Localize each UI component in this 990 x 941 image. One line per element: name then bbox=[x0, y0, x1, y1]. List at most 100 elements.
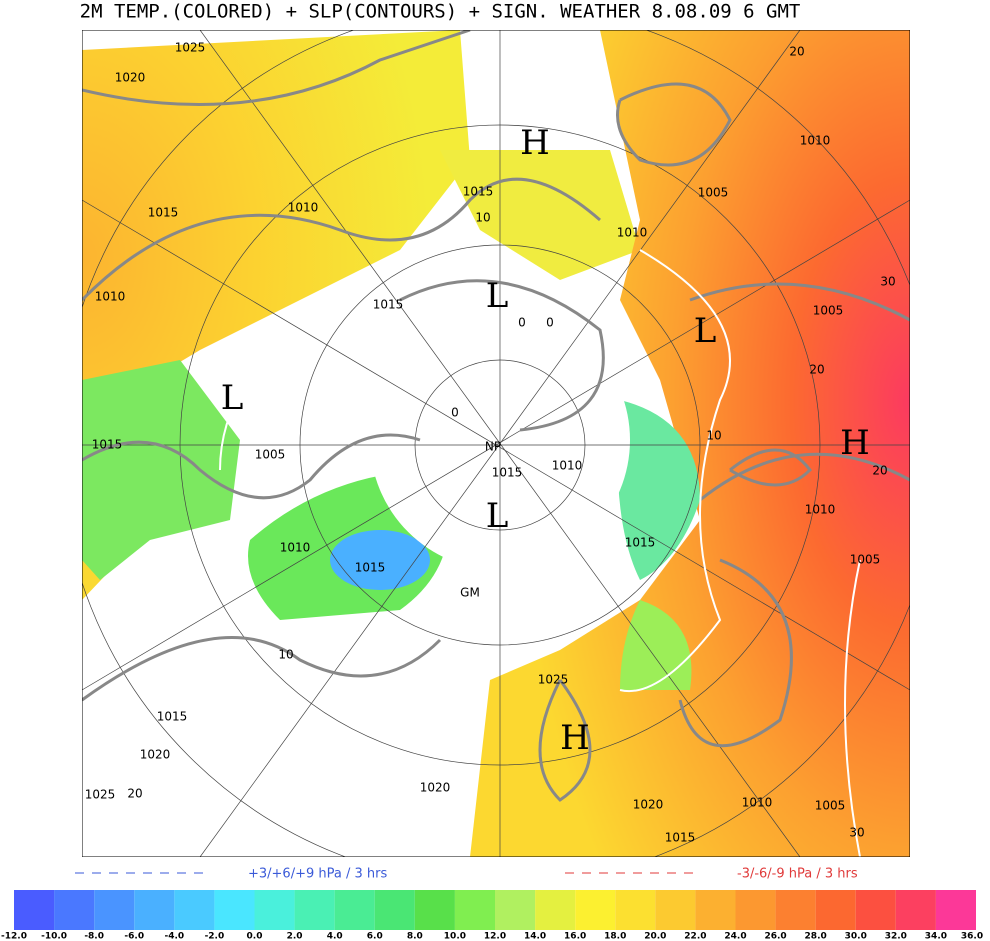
contour-label: 1015 bbox=[492, 466, 523, 480]
colorbar-tick-label: 36.0 bbox=[961, 932, 983, 941]
pressure-center: L bbox=[221, 378, 244, 418]
color-swatch bbox=[214, 890, 255, 930]
colorbar-tick-label: 12.0 bbox=[484, 932, 506, 941]
colorbar-tick-label: 6.0 bbox=[367, 932, 383, 941]
colorbar-tick-label: -8.0 bbox=[84, 932, 104, 941]
colorbar-tick-label: 18.0 bbox=[604, 932, 626, 941]
contour-label: 1015 bbox=[157, 710, 188, 724]
colorbar-tick-label: -2.0 bbox=[205, 932, 225, 941]
color-swatch bbox=[895, 890, 936, 930]
contour-label: 1005 bbox=[815, 799, 846, 813]
color-swatch bbox=[174, 890, 215, 930]
contour-label: NP bbox=[485, 440, 501, 454]
grid bbox=[82, 30, 910, 857]
color-swatch bbox=[294, 890, 335, 930]
contour-label: 1025 bbox=[175, 41, 206, 55]
contour-label: 1025 bbox=[85, 788, 116, 802]
legend: +3/+6/+9 hPa / 3 hrs -3/-6/-9 hPa / 3 hr… bbox=[75, 867, 858, 882]
color-swatch bbox=[615, 890, 656, 930]
land-warm-west bbox=[82, 30, 470, 600]
colorbar-tick-label: 22.0 bbox=[684, 932, 706, 941]
color-swatch bbox=[815, 890, 856, 930]
contour-label: 1010 bbox=[280, 541, 311, 555]
color-swatch bbox=[334, 890, 375, 930]
contour-label: 1010 bbox=[288, 201, 319, 215]
contour-label: 20 bbox=[127, 787, 142, 801]
colorbar-tick-label: 34.0 bbox=[925, 932, 947, 941]
color-swatch bbox=[374, 890, 415, 930]
colorbar-tick-label: 2.0 bbox=[287, 932, 303, 941]
contour-label: 1015 bbox=[625, 536, 656, 550]
colorbar-tick-label: 0.0 bbox=[247, 932, 263, 941]
color-swatch bbox=[254, 890, 295, 930]
contour-label: 1015 bbox=[355, 561, 386, 575]
colorbar-tick-label: 28.0 bbox=[805, 932, 827, 941]
contour-label: 1010 bbox=[742, 796, 773, 810]
color-swatch bbox=[414, 890, 455, 930]
color-swatch bbox=[695, 890, 736, 930]
color-swatch bbox=[54, 890, 95, 930]
contour-label: 1015 bbox=[463, 185, 494, 199]
pressure-center: L bbox=[486, 496, 509, 536]
colorbar-tick-label: -6.0 bbox=[124, 932, 144, 941]
contour-label: 20 bbox=[872, 464, 887, 478]
fall-label: -3/-6/-9 hPa / 3 hrs bbox=[737, 867, 858, 882]
contour-label: 1010 bbox=[95, 290, 126, 304]
land-green-scand bbox=[620, 600, 692, 690]
isobars bbox=[82, 30, 910, 857]
pressure-center: H bbox=[840, 423, 870, 463]
pressure-center: L bbox=[694, 311, 717, 351]
contour-label: 1005 bbox=[698, 186, 729, 200]
color-swatch bbox=[495, 890, 536, 930]
pressure-center: L bbox=[486, 276, 509, 316]
contour-label: 1020 bbox=[420, 781, 451, 795]
colorbar-tick-label: 20.0 bbox=[644, 932, 666, 941]
colorbar-tick-label: 8.0 bbox=[407, 932, 423, 941]
contour-label: 30 bbox=[880, 275, 895, 289]
contour-label: 1010 bbox=[617, 226, 648, 240]
land-green-west bbox=[82, 360, 240, 580]
contour-label: 0 bbox=[451, 406, 459, 420]
color-swatch bbox=[14, 890, 55, 930]
color-swatch bbox=[935, 890, 976, 930]
colorbar-tick-label: 30.0 bbox=[845, 932, 867, 941]
contour-label: 1005 bbox=[850, 553, 881, 567]
contour-label: 1015 bbox=[148, 206, 179, 220]
contour-label: 1010 bbox=[552, 459, 583, 473]
colorbar-tick-label: -4.0 bbox=[164, 932, 184, 941]
contour-label: 1025 bbox=[538, 673, 569, 687]
contour-label: 30 bbox=[849, 826, 864, 840]
contour-label: 10 bbox=[706, 429, 721, 443]
color-swatch bbox=[535, 890, 576, 930]
contour-label: 1010 bbox=[800, 134, 831, 148]
colorbar-tick-label: 26.0 bbox=[764, 932, 786, 941]
contour-label: 10 bbox=[475, 211, 490, 225]
colorbar-tick-label: 14.0 bbox=[524, 932, 546, 941]
contour-label: 1020 bbox=[115, 71, 146, 85]
contour-label: 20 bbox=[809, 363, 824, 377]
contour-label: 1015 bbox=[92, 438, 123, 452]
contour-label: 0 bbox=[518, 316, 526, 330]
contour-label: 1010 bbox=[805, 503, 836, 517]
color-swatch bbox=[735, 890, 776, 930]
contour-label: 10 bbox=[278, 648, 293, 662]
contour-label: 1015 bbox=[665, 831, 696, 845]
contour-label: 20 bbox=[789, 45, 804, 59]
contour-label: 1005 bbox=[813, 304, 844, 318]
pressure-center: H bbox=[560, 718, 590, 758]
colorbar-tick-label: 24.0 bbox=[724, 932, 746, 941]
contour-label: 1015 bbox=[373, 298, 404, 312]
land-warm-east bbox=[470, 30, 910, 857]
contour-label: GM bbox=[460, 586, 480, 600]
color-swatch bbox=[454, 890, 495, 930]
contour-label: 1005 bbox=[255, 448, 286, 462]
contour-label: 1020 bbox=[140, 748, 171, 762]
contour-label: 0 bbox=[546, 316, 554, 330]
color-swatch bbox=[655, 890, 696, 930]
colorbar-tick-label: 16.0 bbox=[564, 932, 586, 941]
rise-label: +3/+6/+9 hPa / 3 hrs bbox=[248, 867, 387, 882]
colorbar-tick-label: -10.0 bbox=[41, 932, 67, 941]
